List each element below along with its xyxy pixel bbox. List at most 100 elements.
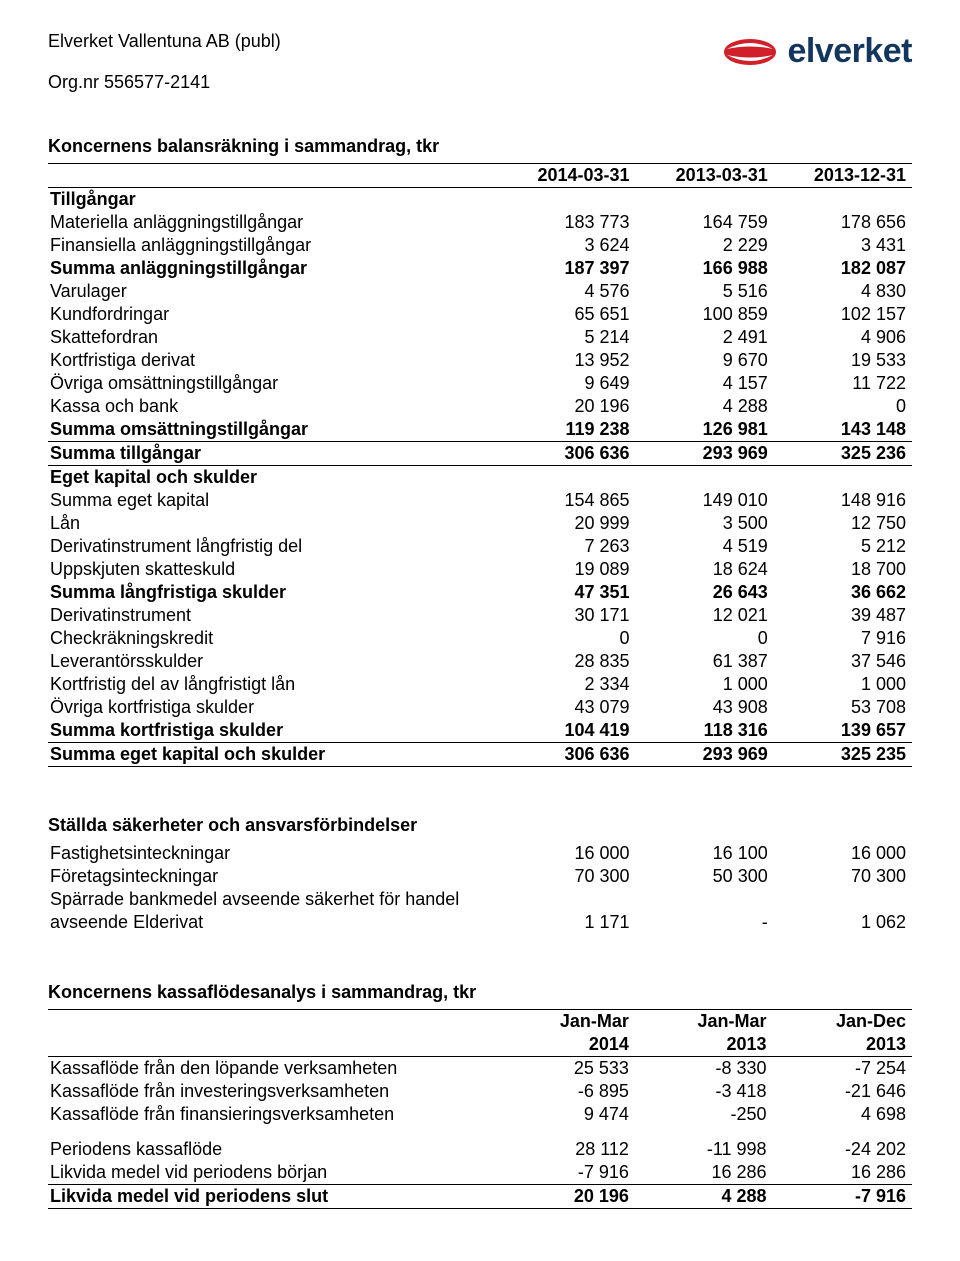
cell-value: -7 254 <box>773 1057 912 1081</box>
col-header: 2013 <box>635 1033 773 1057</box>
cell-value: 20 196 <box>497 1185 635 1209</box>
cell-value: -6 895 <box>497 1080 635 1103</box>
cell-value: 2 491 <box>636 326 774 349</box>
cell-value: 47 351 <box>497 581 635 604</box>
cell-value <box>497 888 635 911</box>
cell-value: 3 500 <box>636 512 774 535</box>
cashflow-table: Jan-Mar Jan-Mar Jan-Dec 2014 2013 2013 K… <box>48 1009 912 1209</box>
org-number: Org.nr 556577-2141 <box>48 69 281 96</box>
col-header: Jan-Mar <box>497 1010 635 1034</box>
table-row: Summa tillgångar306 636293 969325 236 <box>48 442 912 466</box>
cell-value: 4 698 <box>773 1103 912 1126</box>
cashflow-title: Koncernens kassaflödesanalys i sammandra… <box>48 982 912 1003</box>
cell-value: 20 999 <box>497 512 635 535</box>
table-row: Lån20 9993 50012 750 <box>48 512 912 535</box>
col-header: 2013 <box>773 1033 912 1057</box>
cell-value <box>497 466 635 490</box>
cell-value <box>774 466 912 490</box>
cell-value: 306 636 <box>497 743 635 767</box>
cell-value: 36 662 <box>774 581 912 604</box>
balance-table: 2014-03-31 2013-03-31 2013-12-31 Tillgån… <box>48 163 912 767</box>
cell-value: -7 916 <box>773 1185 912 1209</box>
cell-value: 293 969 <box>636 442 774 466</box>
row-label: Summa långfristiga skulder <box>48 581 497 604</box>
cell-value: - <box>636 911 774 934</box>
cell-value: -24 202 <box>773 1138 912 1161</box>
row-label: Summa eget kapital <box>48 489 497 512</box>
cell-value: 19 089 <box>497 558 635 581</box>
table-row <box>48 1126 912 1138</box>
cell-value: 26 643 <box>636 581 774 604</box>
cell-value: 18 700 <box>774 558 912 581</box>
cell-value: 19 533 <box>774 349 912 372</box>
cell-value: 126 981 <box>636 418 774 442</box>
row-label: Uppskjuten skatteskuld <box>48 558 497 581</box>
cell-value: 30 171 <box>497 604 635 627</box>
table-row: Kassaflöde från finansieringsverksamhete… <box>48 1103 912 1126</box>
cell-value: 43 079 <box>497 696 635 719</box>
cell-value: 9 670 <box>636 349 774 372</box>
cell-value: 4 288 <box>636 395 774 418</box>
cell-value: 1 171 <box>497 911 635 934</box>
cell-value: 28 112 <box>497 1138 635 1161</box>
cell-value: 325 235 <box>774 743 912 767</box>
row-label: Derivatinstrument långfristig del <box>48 535 497 558</box>
cell-value: 1 000 <box>636 673 774 696</box>
table-row: Periodens kassaflöde28 112-11 998-24 202 <box>48 1138 912 1161</box>
table-row: Kortfristig del av långfristigt lån2 334… <box>48 673 912 696</box>
cell-value: 5 214 <box>497 326 635 349</box>
table-row: Uppskjuten skatteskuld19 08918 62418 700 <box>48 558 912 581</box>
row-label: Övriga kortfristiga skulder <box>48 696 497 719</box>
cell-value: 16 286 <box>635 1161 773 1185</box>
cell-value: 325 236 <box>774 442 912 466</box>
logo-swoosh-icon <box>723 35 777 69</box>
row-label: avseende Elderivat <box>48 911 497 934</box>
cell-value: 65 651 <box>497 303 635 326</box>
cell-value <box>636 888 774 911</box>
table-row: Kassaflöde från den löpande verksamheten… <box>48 1057 912 1081</box>
row-label: Eget kapital och skulder <box>48 466 497 490</box>
row-label: Varulager <box>48 280 497 303</box>
cell-value: 0 <box>774 395 912 418</box>
cell-value: 154 865 <box>497 489 635 512</box>
cell-value: 43 908 <box>636 696 774 719</box>
row-label: Övriga omsättningstillgångar <box>48 372 497 395</box>
cell-value: 149 010 <box>636 489 774 512</box>
table-row: Eget kapital och skulder <box>48 466 912 490</box>
cell-value: 4 288 <box>635 1185 773 1209</box>
logo-text: elverket <box>787 32 912 71</box>
cell-value: 1 062 <box>774 911 912 934</box>
row-label: Summa tillgångar <box>48 442 497 466</box>
table-row: Derivatinstrument långfristig del7 2634 … <box>48 535 912 558</box>
cell-value: 5 516 <box>636 280 774 303</box>
cell-value: 12 750 <box>774 512 912 535</box>
cell-value: 102 157 <box>774 303 912 326</box>
cell-value: 143 148 <box>774 418 912 442</box>
cell-value: 148 916 <box>774 489 912 512</box>
row-label: Leverantörsskulder <box>48 650 497 673</box>
table-row: Kundfordringar65 651100 859102 157 <box>48 303 912 326</box>
cell-value: 118 316 <box>636 719 774 743</box>
cell-value: 4 830 <box>774 280 912 303</box>
col-header: 2014-03-31 <box>497 164 635 188</box>
cell-value: -11 998 <box>635 1138 773 1161</box>
table-row: Spärrade bankmedel avseende säkerhet för… <box>48 888 912 911</box>
table-row: Likvida medel vid periodens början-7 916… <box>48 1161 912 1185</box>
col-header: Jan-Mar <box>635 1010 773 1034</box>
table-header-row: 2014 2013 2013 <box>48 1033 912 1057</box>
cell-value: 70 300 <box>774 865 912 888</box>
table-row: Materiella anläggningstillgångar183 7731… <box>48 211 912 234</box>
cell-value: 16 000 <box>497 842 635 865</box>
table-header-row: Jan-Mar Jan-Mar Jan-Dec <box>48 1010 912 1034</box>
cell-value: 119 238 <box>497 418 635 442</box>
cell-value: 4 906 <box>774 326 912 349</box>
table-row: Summa eget kapital och skulder306 636293… <box>48 743 912 767</box>
cell-value: 164 759 <box>636 211 774 234</box>
cell-value: 9 649 <box>497 372 635 395</box>
row-label: Likvida medel vid periodens början <box>48 1161 497 1185</box>
col-header: 2014 <box>497 1033 635 1057</box>
cell-value: 61 387 <box>636 650 774 673</box>
cell-value: 7 916 <box>774 627 912 650</box>
cell-value: 139 657 <box>774 719 912 743</box>
cell-value: 37 546 <box>774 650 912 673</box>
